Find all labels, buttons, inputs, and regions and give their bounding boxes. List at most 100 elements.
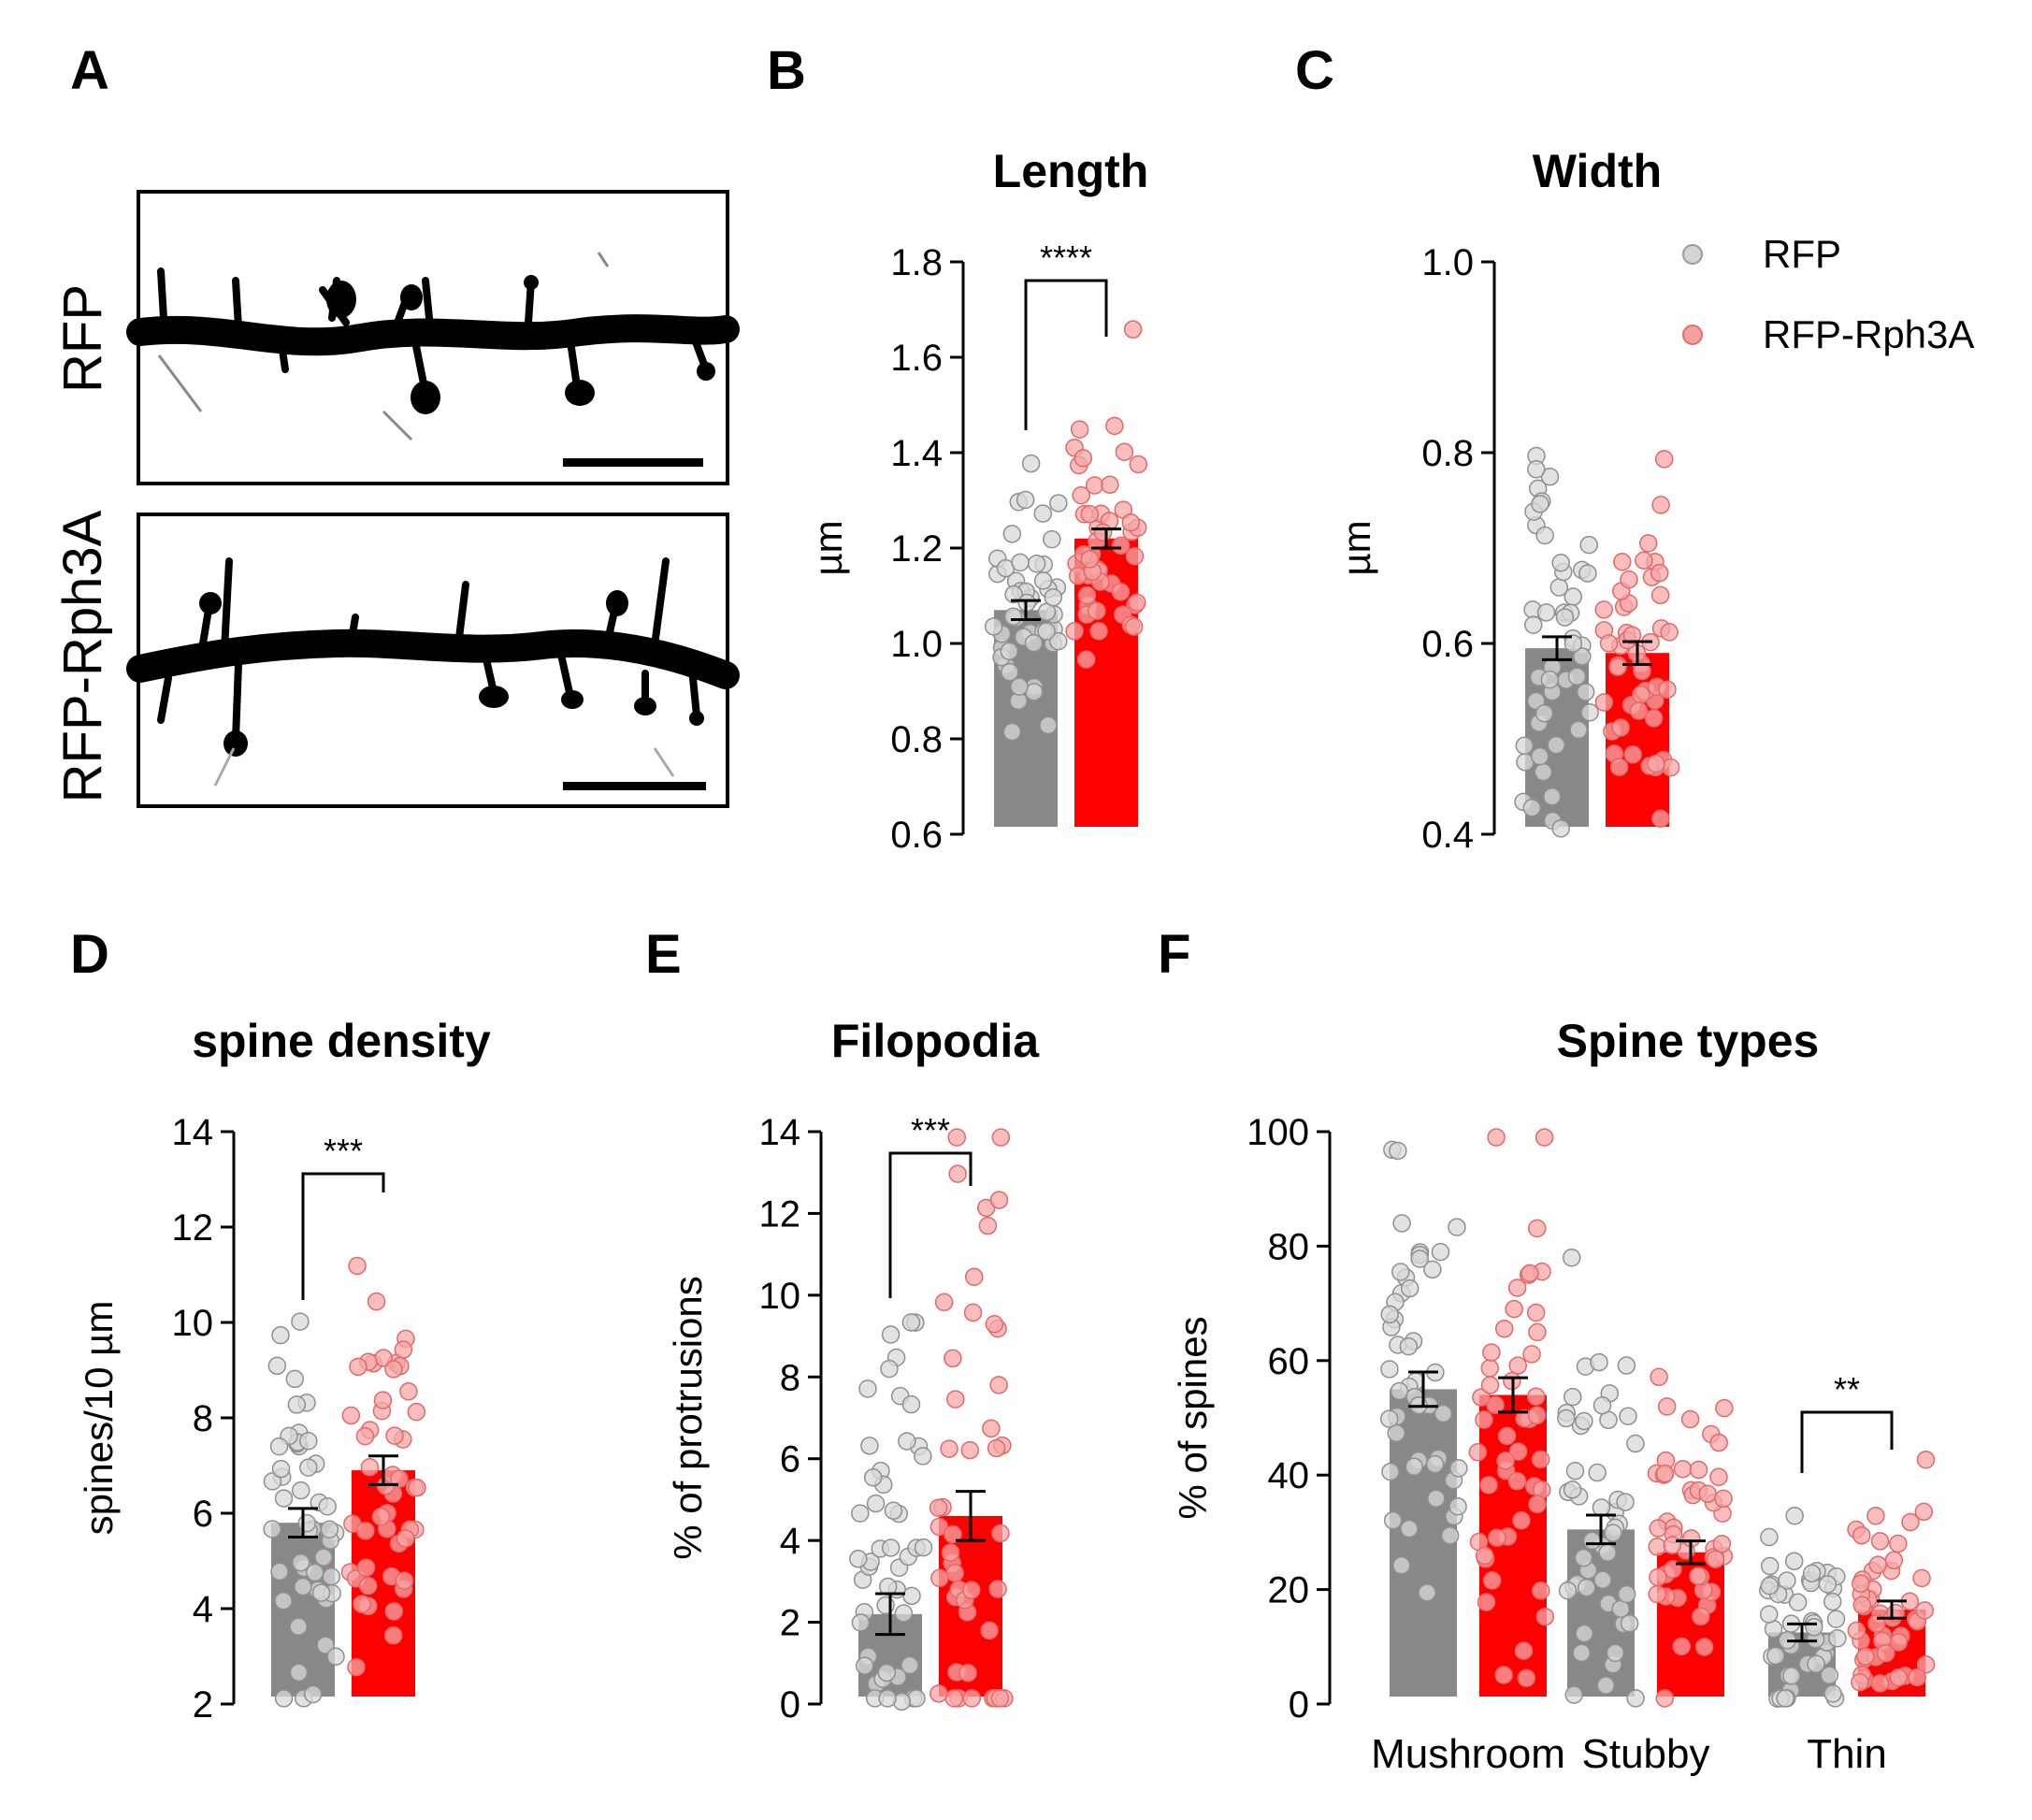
data-point bbox=[1889, 1668, 1909, 1687]
data-point bbox=[1689, 1460, 1708, 1480]
data-point bbox=[1661, 758, 1680, 777]
data-point bbox=[291, 1312, 310, 1331]
data-point bbox=[1629, 701, 1649, 720]
data-point bbox=[930, 1568, 949, 1588]
micrograph-rfp bbox=[126, 190, 740, 485]
data-point bbox=[1410, 1249, 1429, 1268]
data-point bbox=[944, 1349, 962, 1368]
data-point bbox=[1494, 1666, 1513, 1684]
data-point bbox=[1826, 1610, 1846, 1628]
data-point bbox=[1001, 662, 1019, 682]
data-point bbox=[271, 1459, 291, 1479]
data-point bbox=[1508, 1442, 1528, 1461]
data-point bbox=[901, 1313, 921, 1332]
y-tick-label: 60 bbox=[1268, 1341, 1310, 1382]
spine-head bbox=[400, 284, 423, 311]
data-point bbox=[1588, 1463, 1607, 1482]
data-point bbox=[1592, 1498, 1611, 1517]
data-point bbox=[1916, 1451, 1936, 1469]
data-point bbox=[1101, 475, 1119, 495]
data-point bbox=[881, 1325, 901, 1344]
data-point bbox=[1572, 1643, 1592, 1663]
data-point bbox=[878, 1577, 898, 1596]
data-point bbox=[1115, 442, 1134, 461]
y-tick-label: 0.6 bbox=[890, 815, 943, 856]
data-point bbox=[1692, 1607, 1710, 1626]
data-point bbox=[1650, 1367, 1668, 1387]
category-label: Stubby bbox=[1582, 1731, 1710, 1777]
data-point bbox=[1487, 1128, 1506, 1147]
data-point bbox=[934, 1293, 954, 1312]
y-tick-label: 10 bbox=[759, 1276, 801, 1317]
data-point bbox=[1555, 608, 1575, 627]
data-point bbox=[1580, 702, 1599, 722]
y-tick-label: 40 bbox=[1268, 1455, 1310, 1496]
data-point bbox=[1526, 1387, 1546, 1406]
spine-head bbox=[326, 281, 356, 318]
y-tick-label: 20 bbox=[1268, 1570, 1310, 1611]
data-point bbox=[1531, 495, 1549, 513]
scale-bar-rph3a bbox=[563, 782, 706, 790]
data-point bbox=[385, 1426, 404, 1445]
data-point bbox=[898, 1432, 916, 1451]
data-point bbox=[373, 1391, 393, 1409]
data-point bbox=[1480, 1376, 1500, 1394]
chart-f: F Spine types 0 20 40 60 80 100 % of spines Mushr… bbox=[1158, 924, 1936, 1777]
data-point bbox=[1494, 1319, 1514, 1338]
data-point bbox=[901, 1394, 921, 1414]
data-point bbox=[395, 1571, 414, 1590]
data-point bbox=[1002, 525, 1022, 543]
data-point bbox=[884, 1501, 903, 1520]
data-point bbox=[1649, 1519, 1667, 1538]
data-point bbox=[1622, 626, 1642, 644]
data-point bbox=[1077, 585, 1097, 605]
data-point bbox=[1807, 1654, 1825, 1674]
data-point bbox=[348, 1256, 367, 1276]
data-point bbox=[1528, 1219, 1547, 1238]
data-point bbox=[1852, 1574, 1870, 1593]
data-point bbox=[958, 1663, 977, 1683]
data-point bbox=[311, 1583, 331, 1602]
data-point bbox=[1856, 1647, 1875, 1666]
data-point bbox=[263, 1472, 282, 1491]
data-point bbox=[316, 1636, 335, 1654]
data-point bbox=[1604, 1524, 1622, 1542]
y-tick-label: 10 bbox=[172, 1303, 214, 1344]
spine-head bbox=[634, 697, 656, 715]
data-point bbox=[1847, 1621, 1866, 1640]
data-point bbox=[1475, 1410, 1493, 1429]
data-point bbox=[1648, 1538, 1666, 1556]
charts: B Length 0.6 0.8 1.0 1.2 1.4 1.6 1.8 µm **** C Width… bbox=[70, 40, 1936, 1777]
data-point bbox=[1449, 1459, 1468, 1478]
spine-head bbox=[561, 690, 584, 709]
data-point bbox=[930, 1517, 949, 1537]
data-point bbox=[851, 1504, 870, 1523]
panel-d-letter: D bbox=[70, 924, 109, 985]
data-point bbox=[394, 1340, 413, 1359]
data-point bbox=[291, 1481, 310, 1500]
spine-head bbox=[697, 362, 715, 381]
data-point bbox=[271, 1325, 290, 1345]
data-point bbox=[1534, 762, 1553, 782]
data-point bbox=[1434, 1404, 1453, 1423]
data-point bbox=[299, 1431, 318, 1451]
data-point bbox=[1065, 622, 1084, 641]
legend-label-rfp: RFP bbox=[1763, 232, 1841, 276]
data-point bbox=[988, 1580, 1007, 1598]
data-point bbox=[1072, 485, 1090, 505]
data-point bbox=[1632, 686, 1650, 704]
data-point bbox=[1573, 647, 1592, 666]
spine-head bbox=[411, 381, 440, 414]
data-point bbox=[1448, 1497, 1467, 1516]
y-tick-label: 1.0 bbox=[1421, 242, 1474, 283]
data-point bbox=[1000, 642, 1019, 661]
data-point bbox=[1535, 1128, 1554, 1147]
data-point bbox=[982, 1419, 1001, 1438]
data-point bbox=[940, 1439, 958, 1458]
significance-label: *** bbox=[911, 1111, 950, 1149]
data-point bbox=[341, 1406, 361, 1425]
data-point bbox=[1111, 583, 1131, 601]
data-point bbox=[355, 1426, 375, 1446]
data-point bbox=[1712, 1534, 1732, 1553]
